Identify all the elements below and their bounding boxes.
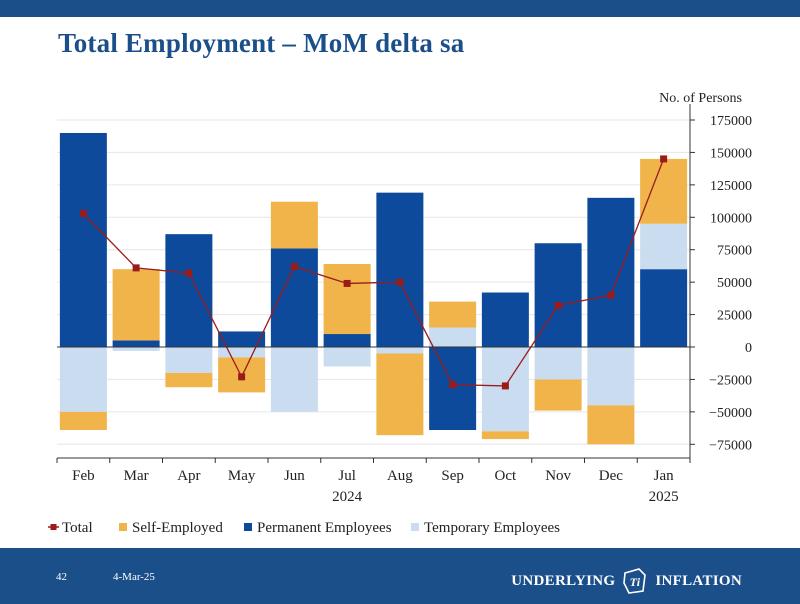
bar-temporary-employees <box>640 223 688 270</box>
total-point <box>343 279 351 287</box>
y-tick-label: −50000 <box>709 406 752 421</box>
legend-label: Self-Employed <box>132 520 223 536</box>
total-point <box>185 269 193 277</box>
brand-text-left: UNDERLYING <box>511 572 616 589</box>
brand-emblem-icon: Ti <box>623 568 647 594</box>
total-point <box>449 381 457 389</box>
bar-permanent-employees <box>481 292 529 347</box>
legend-swatch-permanent-employees <box>244 523 252 531</box>
bar-permanent-employees <box>587 197 635 347</box>
bar-permanent-employees <box>640 269 688 347</box>
x-tick-label: Sep <box>441 468 464 484</box>
x-tick-label: May <box>228 468 256 484</box>
bar-self-employed <box>587 405 635 445</box>
bar-permanent-employees <box>429 347 477 431</box>
bar-self-employed <box>376 353 424 436</box>
total-point <box>660 155 668 163</box>
total-point <box>132 264 140 272</box>
bar-self-employed <box>270 201 318 249</box>
total-point <box>290 263 298 271</box>
x-tick-label: Jun <box>284 468 305 484</box>
total-point <box>396 278 404 286</box>
bar-self-employed <box>534 379 582 411</box>
y-tick-label: −75000 <box>709 438 752 453</box>
x-tick-label: Dec <box>599 468 623 484</box>
bar-self-employed <box>429 301 477 328</box>
total-point <box>501 382 509 390</box>
year-label: 2024 <box>332 489 363 505</box>
bar-permanent-employees <box>112 340 160 347</box>
bar-temporary-employees <box>429 327 477 347</box>
y-axis-title: No. of Persons <box>659 91 742 106</box>
y-tick-label: −25000 <box>709 373 752 388</box>
legend-swatch-temporary-employees <box>411 523 419 531</box>
total-point <box>238 373 246 381</box>
y-tick-label: 100000 <box>710 211 752 226</box>
bar-temporary-employees <box>112 347 160 351</box>
y-tick-label: 150000 <box>710 146 752 161</box>
employment-chart: 175000 150000 125000 100000 75000 50000 25000 0… <box>48 91 752 536</box>
bar-permanent-employees <box>323 334 371 347</box>
bar-permanent-employees <box>376 192 424 347</box>
bar-self-employed <box>112 269 160 341</box>
bar-permanent-employees <box>218 331 266 347</box>
y-tick-label: 25000 <box>717 309 752 324</box>
total-point <box>554 301 562 309</box>
bar-temporary-employees <box>165 347 213 373</box>
bar-self-employed <box>481 431 529 440</box>
x-tick-label: Aug <box>387 468 413 484</box>
bar-self-employed <box>165 372 213 388</box>
legend-marker-total <box>50 524 57 530</box>
bar-temporary-employees <box>270 347 318 412</box>
bar-temporary-employees <box>323 347 371 367</box>
bar-self-employed <box>323 263 371 335</box>
bar-temporary-employees <box>59 347 107 412</box>
y-tick-label: 125000 <box>710 179 752 194</box>
footer-bar: 42 4-Mar-25 UNDERLYING Ti INFLATION <box>0 548 800 604</box>
x-tick-label: Mar <box>124 468 149 484</box>
legend-swatch-self-employed <box>119 523 127 531</box>
brand-emblem-glyph: Ti <box>630 575 641 589</box>
top-banner <box>0 0 800 17</box>
x-tick-label: Feb <box>72 468 95 484</box>
legend-label: Permanent Employees <box>257 520 392 536</box>
brand-text-right: INFLATION <box>655 572 742 589</box>
x-tick-label: Nov <box>545 468 571 484</box>
y-tick-label: 50000 <box>717 276 752 291</box>
bar-temporary-employees <box>587 347 635 406</box>
bar-self-employed <box>640 158 688 224</box>
bar-self-employed <box>59 411 107 431</box>
x-tick-label: Oct <box>495 468 517 484</box>
slide-title: Total Employment – MoM delta sa <box>58 28 465 58</box>
legend-label: Total <box>62 520 93 536</box>
x-tick-label: Apr <box>177 468 200 484</box>
y-tick-label: 175000 <box>710 114 752 129</box>
year-label: 2025 <box>649 489 679 505</box>
x-tick-label: Jul <box>338 468 356 484</box>
total-point <box>607 291 615 299</box>
x-tick-label: Jan <box>654 468 674 484</box>
y-tick-label: 75000 <box>717 244 752 259</box>
bar-temporary-employees <box>218 347 266 358</box>
legend-label: Temporary Employees <box>424 520 560 536</box>
bar-temporary-employees <box>534 347 582 380</box>
total-line <box>82 158 665 387</box>
slide-number: 42 <box>56 571 67 583</box>
bar-permanent-employees <box>59 132 107 347</box>
y-tick-label: 0 <box>745 341 752 356</box>
brand-logo: UNDERLYING Ti INFLATION <box>511 567 742 595</box>
total-point <box>79 209 87 217</box>
bar-permanent-employees <box>165 234 213 347</box>
bar-temporary-employees <box>376 347 424 354</box>
slide-date: 4-Mar-25 <box>113 571 155 583</box>
